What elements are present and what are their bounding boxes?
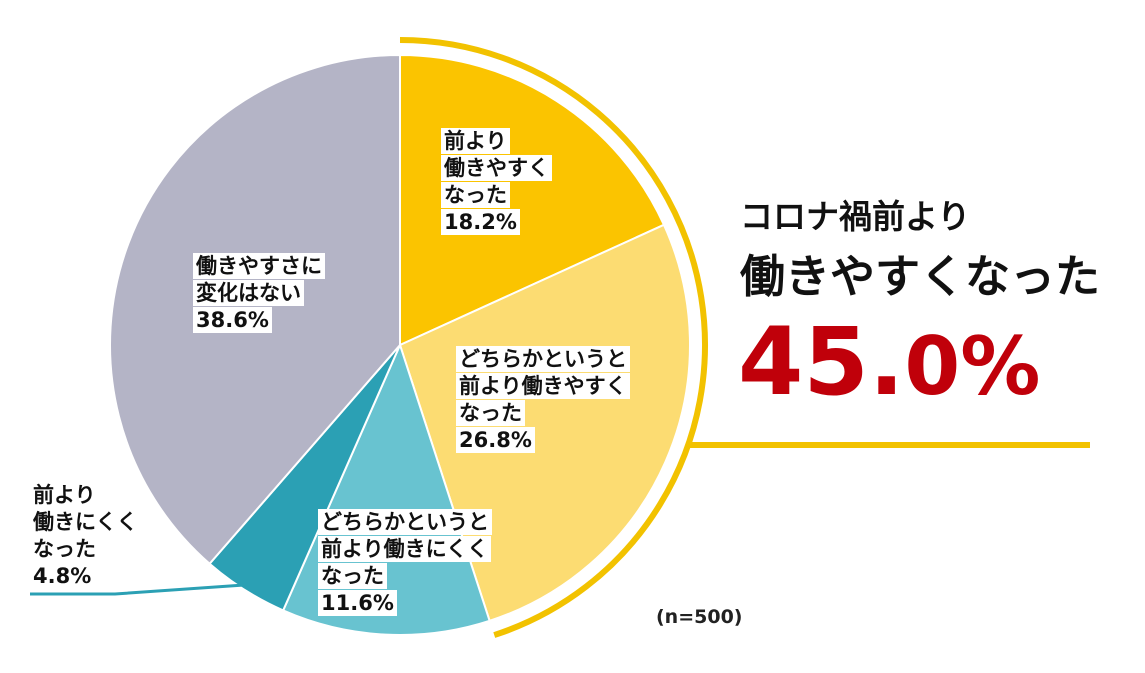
callout-accents: [399, 37, 1090, 638]
slice-label-no-change: 働きやすさに 変化はない 38.6%: [193, 253, 325, 334]
slice-label-line: どちらかというと: [318, 509, 492, 535]
slice-label-line: なった: [30, 536, 99, 562]
slice-label-line: 前より働きにくく: [318, 536, 492, 562]
pie-slice-easier: [399, 53, 666, 347]
slice-label-value: 18.2%: [441, 209, 520, 235]
callout-accent-arc: [399, 37, 708, 638]
callout-percent-dec: 0%: [904, 320, 1041, 413]
callout-percent-int: 45.: [738, 308, 905, 417]
slice-label-line: なった: [456, 400, 525, 426]
pie-slice-somewhat-harder: [281, 342, 491, 636]
slice-label-line: なった: [441, 182, 510, 208]
slice-label-line: 働きやすさに: [193, 253, 325, 279]
callout-title: 働きやすくなった: [740, 250, 1101, 303]
slice-label-line: なった: [318, 563, 387, 589]
slice-label-somewhat-harder: どちらかというと 前より働きにくく なった 11.6%: [318, 509, 492, 617]
slice-label-line: 前より: [441, 128, 510, 154]
slice-label-line: 働きやすく: [441, 155, 552, 181]
slice-label-value: 11.6%: [318, 590, 397, 616]
slice-label-easier: 前より 働きやすく なった 18.2%: [441, 128, 552, 236]
slice-label-value: 38.6%: [193, 307, 272, 333]
slice-label-line: 前より: [30, 482, 99, 508]
slice-label-line: 前より働きやすく: [456, 373, 630, 399]
slice-label-value: 26.8%: [456, 427, 535, 453]
slice-label-line: 働きにくく: [30, 509, 141, 535]
slice-label-value: 4.8%: [30, 563, 95, 589]
sample-size: (n=500): [656, 606, 743, 628]
leader-line-harder: [30, 583, 248, 596]
slice-label-somewhat-easier: どちらかというと 前より働きやすく なった 26.8%: [456, 346, 630, 454]
slice-label-harder: 前より 働きにくく なった 4.8%: [30, 482, 141, 590]
slice-label-line: 変化はない: [193, 280, 304, 306]
callout-percentage: 45.0%: [738, 308, 1040, 422]
slice-label-line: どちらかというと: [456, 346, 630, 372]
callout-subtitle: コロナ禍前より: [740, 197, 971, 236]
